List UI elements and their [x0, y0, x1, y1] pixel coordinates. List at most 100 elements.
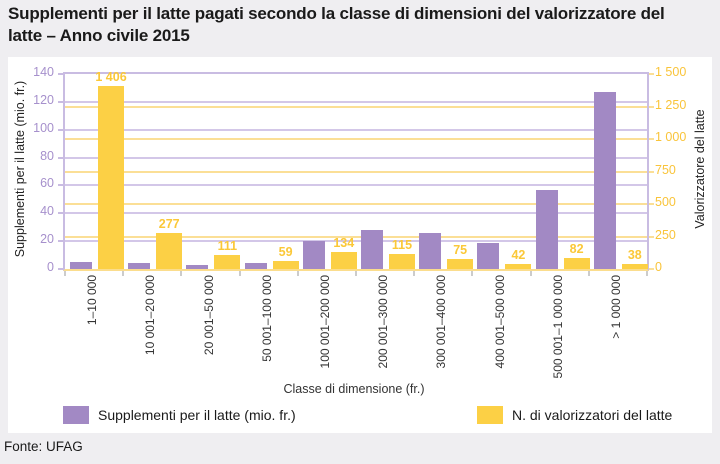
- x-axis-category-label: 50 001–100 000: [259, 275, 274, 362]
- legend-swatch-purple: [63, 406, 89, 424]
- x-axis-tick-mark: [471, 271, 474, 276]
- bar-supplementi-latte: [302, 241, 325, 269]
- bar-valorizzatori-latte: [505, 263, 532, 269]
- bar-supplementi-latte: [361, 230, 383, 269]
- y-axis-right-tick-label: 1 000: [655, 130, 687, 144]
- bar-value-label: 59: [278, 245, 293, 260]
- gridline-left-axis: [65, 240, 647, 243]
- y-axis-right-tick-label: 0: [655, 260, 662, 274]
- y-axis-right-tick-mark: [649, 105, 654, 108]
- y-axis-right-tick-mark: [649, 138, 654, 140]
- x-axis-tick-mark: [122, 271, 125, 276]
- bar-value-label: 42: [511, 247, 526, 262]
- y-axis-left-tick-label: 140: [33, 65, 54, 79]
- x-axis-category-label: > 1 000 000: [608, 275, 623, 339]
- bar-value-label: 1 406: [95, 70, 127, 85]
- y-axis-right-tick-label: 500: [655, 195, 676, 209]
- gridline-right-axis: [65, 105, 647, 108]
- y-axis-left-tick-mark: [58, 240, 63, 243]
- legend-item-supplementi: Supplementi per il latte (mio. fr.): [63, 405, 296, 425]
- y-axis-right-tick-label: 250: [655, 227, 676, 242]
- bar-valorizzatori-latte: [214, 254, 241, 269]
- y-axis-right-tick-mark: [649, 268, 654, 270]
- bar-supplementi-latte: [244, 263, 267, 269]
- bar-valorizzatori-latte: [272, 261, 299, 269]
- gridline-left-axis: [65, 212, 647, 215]
- y-axis-left-tick-label: 100: [33, 120, 54, 135]
- y-axis-left-tick-mark: [58, 128, 63, 131]
- x-axis-tick-mark: [238, 271, 241, 276]
- y-axis-right-tick-mark: [649, 73, 654, 75]
- gridline-right-axis: [65, 235, 647, 238]
- y-axis-left-tick-mark: [58, 212, 63, 215]
- x-axis-category-label: 500 001–1 000 000: [550, 275, 565, 379]
- plot-area: 1 406 277 111 59 134 115 75 42 82 38: [58, 70, 654, 276]
- gridline-left-axis: [65, 100, 647, 103]
- y-axis-right-tick-label: 1 250: [655, 97, 687, 112]
- bar-value-label: 75: [453, 243, 468, 258]
- bar-supplementi-latte: [477, 242, 500, 269]
- bar-valorizzatori-latte: [447, 259, 474, 269]
- y-axis-left-tick-mark: [58, 184, 63, 187]
- y-axis-left-tick-mark: [58, 156, 63, 159]
- y-axis-right-tick-mark: [649, 203, 654, 205]
- chart-panel: Supplementi per il latte (mio. fr.) Valo…: [8, 57, 712, 433]
- y-axis-left-tick-label: 80: [40, 148, 54, 163]
- x-axis-title: Classe di dimensione (fr.): [283, 382, 425, 396]
- x-axis-category-label: 1–10 000: [85, 275, 100, 326]
- chart-title: Supplementi per il latte pagati secondo …: [8, 4, 665, 45]
- y-axis-left-tick-label: 40: [40, 204, 54, 219]
- x-axis-tick-mark: [413, 271, 416, 276]
- x-axis-category-label: 200 001–300 000: [376, 275, 391, 369]
- y-axis-left-tick-label: 120: [33, 92, 54, 107]
- bar-supplementi-latte: [419, 232, 442, 269]
- bar-supplementi-latte: [186, 264, 209, 269]
- bar-supplementi-latte: [70, 262, 92, 269]
- bar-valorizzatori-latte: [330, 251, 357, 269]
- y-axis-left-tick-mark: [58, 100, 63, 103]
- y-axis-left-tick-label: 20: [40, 232, 54, 247]
- y-axis-right-tick-label: 750: [655, 162, 676, 177]
- legend-swatch-yellow: [477, 406, 503, 424]
- bar-valorizzatori-latte: [156, 232, 183, 269]
- x-axis-tick-mark: [64, 271, 66, 276]
- y-axis-right-tick-label: 1 500: [655, 65, 687, 79]
- gridline-left-axis: [65, 128, 647, 131]
- bar-value-label: 277: [158, 216, 180, 231]
- bar-value-label: 82: [569, 242, 584, 257]
- legend-item-valorizzatori: N. di valorizzatori del latte: [477, 405, 672, 425]
- x-axis-tick-mark: [355, 271, 357, 276]
- legend-label: N. di valorizzatori del latte: [512, 407, 673, 423]
- gridline-left-axis: [65, 184, 647, 187]
- bar-valorizzatori-latte: [563, 258, 590, 269]
- y-axis-right-tick-mark: [649, 235, 654, 238]
- x-axis-category-label: 20 001–50 000: [201, 275, 216, 356]
- bar-supplementi-latte: [535, 189, 558, 269]
- legend: Supplementi per il latte (mio. fr.) N. d…: [8, 405, 712, 427]
- bar-valorizzatori-latte: [389, 254, 415, 269]
- gridline-right-axis: [65, 203, 647, 205]
- x-axis-tick-mark: [180, 271, 183, 276]
- y-axis-left-tick-label: 60: [40, 176, 54, 191]
- x-axis-category-label: 10 001–20 000: [143, 275, 158, 356]
- y-axis-left-tick-mark: [58, 268, 63, 270]
- x-axis-tick-mark: [646, 271, 648, 276]
- bar-value-label: 134: [333, 235, 355, 250]
- bar-supplementi-latte: [128, 263, 151, 269]
- bar-value-label: 38: [627, 248, 642, 263]
- y-axis-left-tick-mark: [58, 73, 63, 75]
- bar-valorizzatori-latte: [98, 86, 124, 269]
- x-axis-category-label: 400 001–500 000: [492, 275, 507, 369]
- x-axis-category-label: 100 001–200 000: [317, 275, 332, 369]
- y-axis-left-tick-label: 0: [47, 260, 54, 274]
- source-note: Fonte: UFAG: [4, 439, 83, 454]
- x-axis-tick-mark: [587, 271, 590, 276]
- y-axis-right-tick-mark: [649, 170, 654, 173]
- legend-label: Supplementi per il latte (mio. fr.): [98, 407, 296, 423]
- bar-supplementi-latte: [593, 92, 616, 269]
- gridline-right-axis: [65, 170, 647, 173]
- x-axis-tick-mark: [296, 271, 299, 276]
- gridline-left-axis: [65, 156, 647, 159]
- bar-valorizzatori-latte: [621, 264, 648, 269]
- x-axis-tick-mark: [529, 271, 532, 276]
